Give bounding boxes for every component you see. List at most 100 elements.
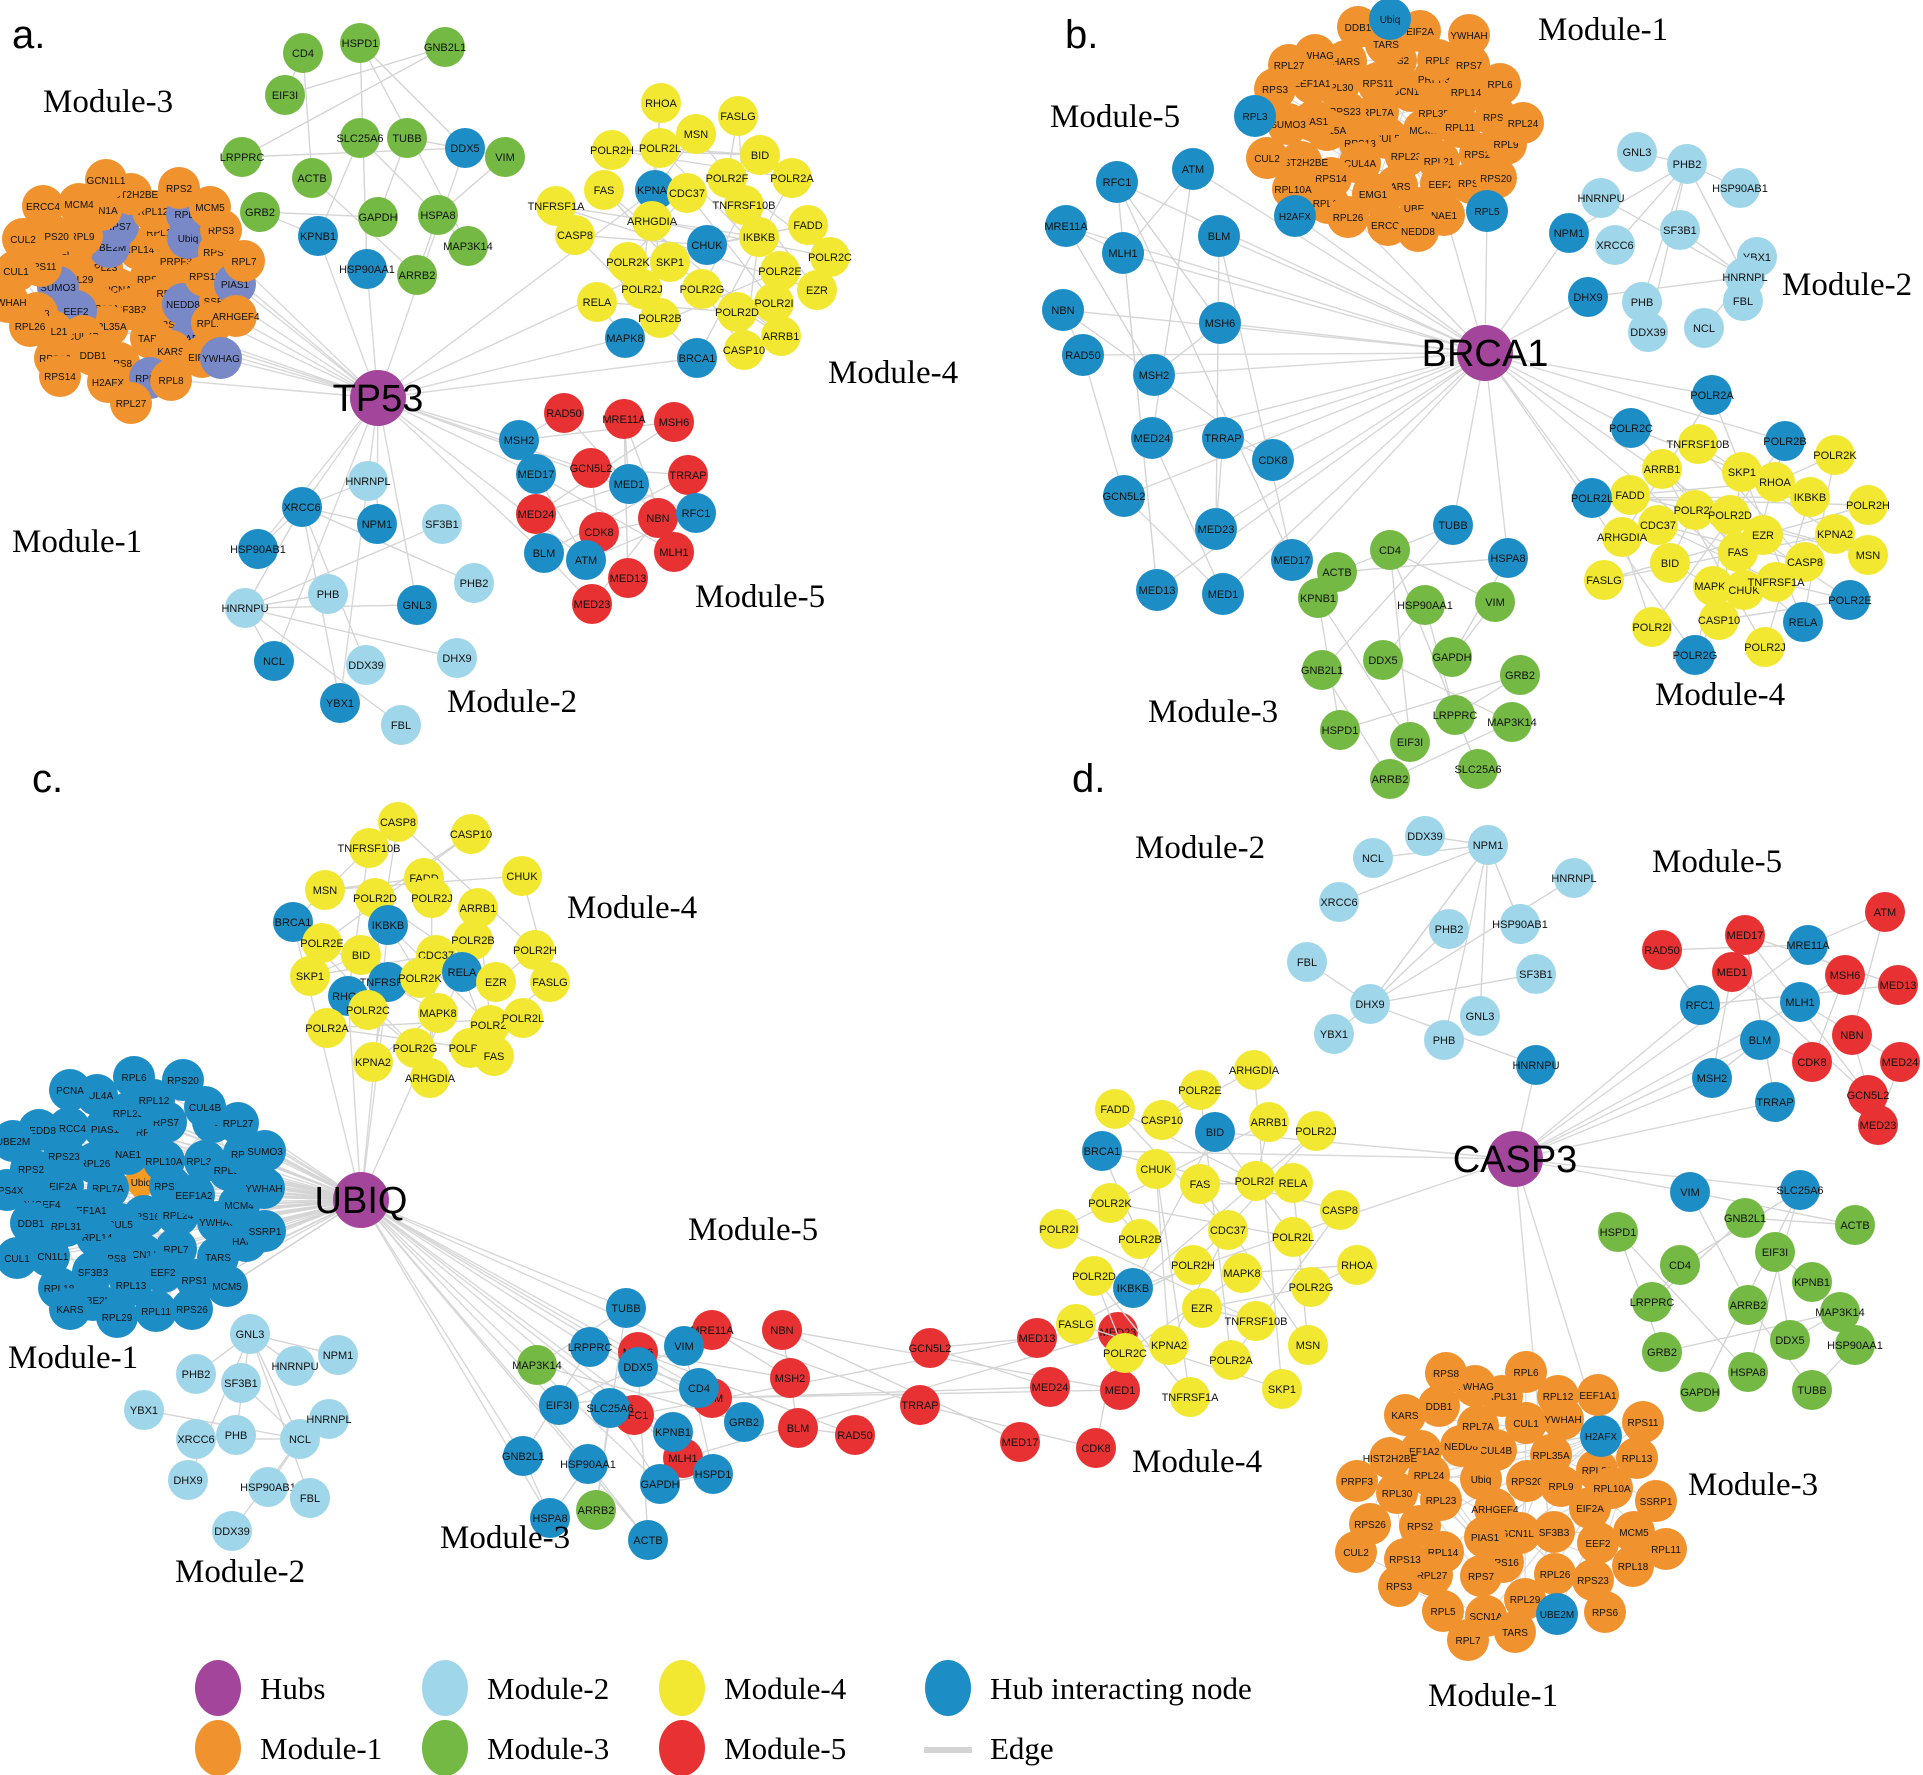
node-ARRB1[interactable] <box>761 316 801 356</box>
node-H2AFX[interactable] <box>1274 195 1316 237</box>
node-GNL3[interactable] <box>1617 132 1657 172</box>
node-LRPPRC[interactable] <box>1435 695 1475 735</box>
node-PHB2[interactable] <box>1429 909 1469 949</box>
node-RHOA[interactable] <box>1755 462 1795 502</box>
node-ARRB1[interactable] <box>1642 449 1682 489</box>
node-RPS7[interactable] <box>1460 1555 1502 1597</box>
node-RPL26[interactable] <box>1534 1553 1576 1595</box>
node-DDX39[interactable] <box>212 1511 252 1551</box>
node-GCN1L1[interactable] <box>85 159 127 201</box>
node-POLR2C[interactable] <box>810 237 850 277</box>
node-BID[interactable] <box>740 135 780 175</box>
node-MSN[interactable] <box>305 870 345 910</box>
node-POLR2I[interactable] <box>1632 607 1672 647</box>
node-RPS23[interactable] <box>1572 1559 1614 1601</box>
node-POLR2A[interactable] <box>307 1008 347 1048</box>
node-XRCC6[interactable] <box>282 487 322 527</box>
node-POLR2B[interactable] <box>453 920 493 960</box>
node-CDK8[interactable] <box>1792 1042 1832 1082</box>
node-CDC37[interactable] <box>1638 505 1678 545</box>
node-XRCC6[interactable] <box>1595 225 1635 265</box>
node-YWHAH[interactable] <box>0 281 29 323</box>
node-VIM[interactable] <box>485 137 525 177</box>
node-POLR2H[interactable] <box>515 930 555 970</box>
node-HNRNPU[interactable] <box>275 1346 315 1386</box>
node-NCL[interactable] <box>1684 308 1724 348</box>
node-TUBB[interactable] <box>1792 1370 1832 1410</box>
node-RPS8[interactable] <box>1425 1352 1467 1394</box>
node-MED23[interactable] <box>1195 508 1237 550</box>
node-MSH2[interactable] <box>770 1358 810 1398</box>
node-POLR2H[interactable] <box>1848 485 1888 525</box>
hub-brca1[interactable]: BRCA1 <box>1422 325 1549 381</box>
node-GAPDH[interactable] <box>640 1464 680 1504</box>
node-RPL13[interactable] <box>110 1264 152 1306</box>
hub-node-circle[interactable] <box>1487 1131 1543 1187</box>
node-MSN[interactable] <box>676 114 716 154</box>
node-POLR2F[interactable] <box>1675 490 1715 530</box>
node-ARHGDIA[interactable] <box>410 1058 450 1098</box>
node-ATM[interactable] <box>566 540 606 580</box>
node-NPM1[interactable] <box>318 1335 358 1375</box>
node-ATM[interactable] <box>1865 892 1905 932</box>
node-NEDD8[interactable] <box>1397 210 1439 252</box>
node-HSPA8[interactable] <box>1488 538 1528 578</box>
node-MAPK8[interactable] <box>1693 566 1733 606</box>
node-FASLG[interactable] <box>718 96 758 136</box>
node-RPL12[interactable] <box>1537 1375 1579 1417</box>
node-MSH6[interactable] <box>654 402 694 442</box>
node-POLR2E[interactable] <box>1830 580 1870 620</box>
node-NPM1[interactable] <box>357 504 397 544</box>
node-HNRNPU[interactable] <box>225 588 265 628</box>
node-DDX39[interactable] <box>1628 312 1668 352</box>
node-RELA[interactable] <box>1783 602 1823 642</box>
node-PRPF3[interactable] <box>1336 1460 1378 1502</box>
node-GNL3[interactable] <box>397 585 437 625</box>
node-GNB2L1[interactable] <box>1302 650 1342 690</box>
node-CUL1[interactable] <box>1505 1402 1547 1444</box>
node-LRPPRC[interactable] <box>1632 1282 1672 1322</box>
node-PHB2[interactable] <box>176 1354 216 1394</box>
node-GNB2L1[interactable] <box>425 27 465 67</box>
node-GCN1L1[interactable] <box>28 1235 70 1277</box>
node-HSP90AB1[interactable] <box>1500 904 1540 944</box>
node-RFC1[interactable] <box>676 493 716 533</box>
node-POLR2L[interactable] <box>1572 478 1612 518</box>
node-MED24[interactable] <box>1131 417 1173 459</box>
node-CDK8[interactable] <box>1252 439 1294 481</box>
node-POLR2C[interactable] <box>1105 1333 1145 1373</box>
node-RPS6[interactable] <box>1584 1591 1626 1633</box>
node-ARRB2[interactable] <box>397 255 437 295</box>
node-MAPK8[interactable] <box>605 318 645 358</box>
node-CASP10[interactable] <box>451 814 491 854</box>
node-MED23[interactable] <box>572 584 612 624</box>
node-VIM[interactable] <box>664 1326 704 1366</box>
node-TNFRSF1A[interactable] <box>536 186 576 226</box>
node-GNL3[interactable] <box>1460 996 1500 1036</box>
node-CUL2[interactable] <box>1246 137 1288 179</box>
node-MED13[interactable] <box>608 558 648 598</box>
node-TUBB[interactable] <box>387 118 427 158</box>
node-RPL6[interactable] <box>1479 63 1521 105</box>
node-MED24[interactable] <box>1030 1367 1070 1407</box>
node-RPS20[interactable] <box>1475 157 1517 199</box>
node-BLM[interactable] <box>778 1408 818 1448</box>
node-HSPA8[interactable] <box>1728 1352 1768 1392</box>
node-ACTB[interactable] <box>628 1520 668 1560</box>
node-RELA[interactable] <box>577 282 617 322</box>
node-ACTB[interactable] <box>1835 1205 1875 1245</box>
node-RPL27[interactable] <box>110 382 152 424</box>
node-RPL7[interactable] <box>223 240 265 282</box>
node-POLR2G[interactable] <box>395 1028 435 1068</box>
node-FAS[interactable] <box>474 1036 514 1076</box>
node-MAP3K14[interactable] <box>1492 702 1532 742</box>
node-ARHGDIA[interactable] <box>1602 517 1642 557</box>
node-MED13[interactable] <box>1136 569 1178 611</box>
node-RPL26[interactable] <box>1327 196 1369 238</box>
node-XRCC6[interactable] <box>1319 882 1359 922</box>
node-MSH2[interactable] <box>1692 1058 1732 1098</box>
node-RAD50[interactable] <box>1642 930 1682 970</box>
node-RPL7A[interactable] <box>1457 1405 1499 1447</box>
node-BID[interactable] <box>1650 543 1690 583</box>
node-MAP3K14[interactable] <box>1820 1292 1860 1332</box>
